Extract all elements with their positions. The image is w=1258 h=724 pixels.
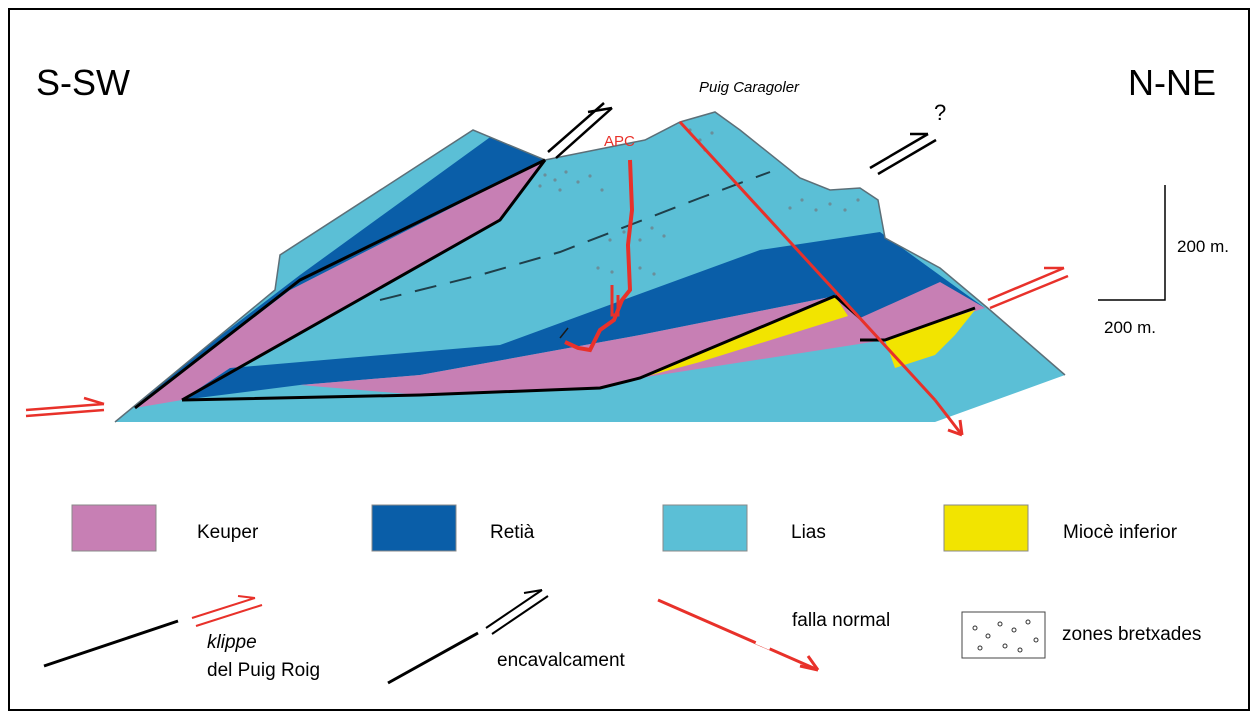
scale-vertical-label: 200 m. — [1177, 237, 1229, 256]
klippe-basal-contact — [134, 158, 546, 410]
legend-normal-fault-symbol — [657, 598, 820, 672]
upper-sheet-base — [181, 159, 547, 402]
orientation-right-label: N-NE — [1128, 62, 1216, 103]
arrow-right-base — [987, 266, 1069, 310]
legend-thrust-label: encavalcament — [497, 650, 626, 671]
thrust-segment-right — [860, 306, 976, 342]
section-motion-arrows — [25, 102, 1069, 418]
dashed-internal-contact — [379, 171, 771, 301]
retia-band-upper-sheet — [135, 130, 545, 408]
legend-klippe-rest: del Puig Roig — [207, 660, 320, 681]
legend-label-keuper: Keuper — [197, 522, 259, 543]
scale-bar: 200 m. 200 m. — [1098, 185, 1229, 337]
basal-thrust-line — [181, 294, 836, 402]
miocene-wedge-right — [885, 310, 975, 368]
legend-label-retia: Retià — [490, 522, 535, 543]
legend-swatch-keuper — [71, 504, 157, 552]
thrust-lines — [134, 158, 976, 410]
legend-swatch-lias — [662, 504, 748, 552]
apc-conduit-branch — [610, 285, 620, 317]
legend-units: Keuper Retià Lias Miocè inferior — [71, 504, 1178, 552]
apc-label: APC — [604, 133, 635, 150]
scale-horizontal-label: 200 m. — [1104, 318, 1156, 337]
legend-klippe-symbol — [43, 595, 263, 668]
legend-breccia-symbol — [961, 611, 1046, 659]
legend-swatch-retia — [371, 504, 457, 552]
legend-breccia-label: zones bretxades — [1062, 624, 1201, 645]
peak-label: Puig Caragoler — [699, 79, 800, 96]
orientation-left-label: S-SW — [36, 62, 130, 103]
normal-fault-arrowhead — [947, 419, 964, 437]
arrow-left-base — [25, 396, 105, 418]
arrow-upper-left — [547, 102, 613, 159]
scale-bar-lines — [1098, 185, 1166, 301]
legend-symbols: klippe del Puig Roig encavalcament falla… — [43, 589, 1201, 685]
legend-label-miocene: Miocè inferior — [1063, 522, 1178, 543]
normal-fault-line — [678, 120, 937, 402]
legend-swatch-miocene — [943, 504, 1029, 552]
keuper-band-upper-sheet — [135, 160, 545, 408]
question-mark-label: ? — [934, 100, 946, 125]
retia-band-lower-sheet — [182, 232, 985, 400]
legend-normal-fault-label: falla normal — [792, 610, 890, 631]
legend-thrust-symbol — [387, 589, 549, 685]
geological-massif — [114, 111, 1066, 437]
massif-outline — [114, 111, 1066, 423]
legend-klippe-italic: klippe — [207, 632, 257, 653]
small-black-tick — [559, 327, 569, 339]
legend-label-lias: Lias — [791, 522, 826, 543]
normal-fault-extension — [933, 399, 964, 436]
arrow-upper-right — [869, 132, 937, 176]
